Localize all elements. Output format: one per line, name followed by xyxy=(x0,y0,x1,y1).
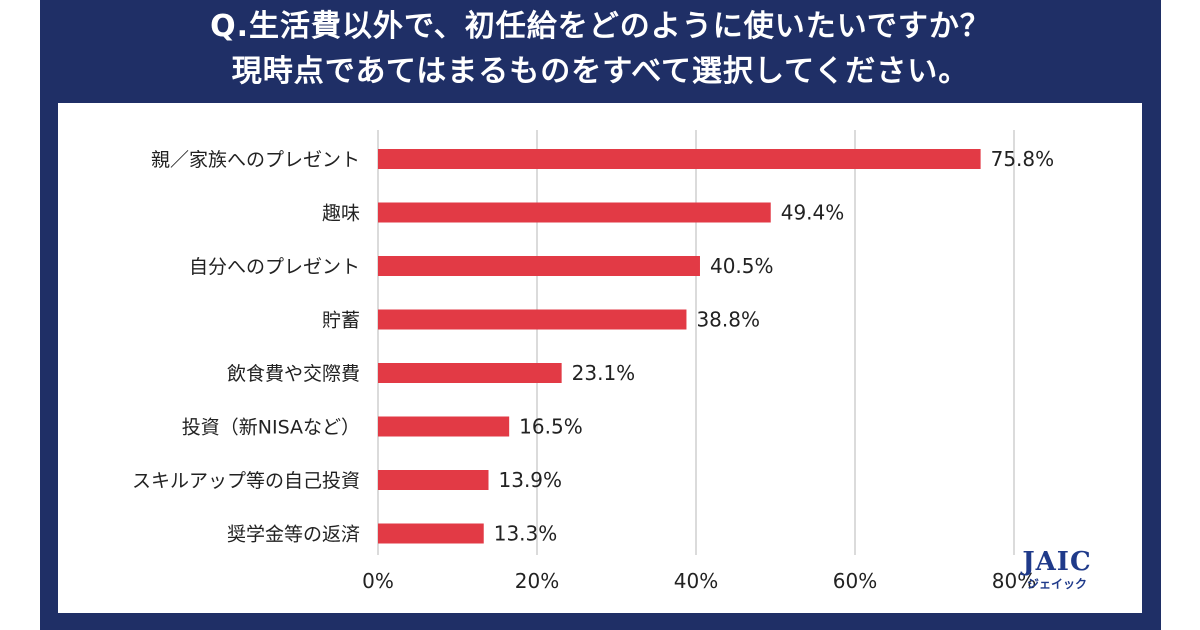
value-label: 13.3% xyxy=(494,522,558,546)
category-label: 親／家族へのプレゼント xyxy=(151,149,360,171)
bar xyxy=(378,416,510,437)
x-tick-label: 0% xyxy=(362,569,394,593)
x-tick-label: 80% xyxy=(992,569,1036,593)
title-line-1: Q.生活費以外で、初任給をどのように使いたいですか？ xyxy=(210,9,991,44)
chart-panel: 親／家族へのプレゼント 75.8% 趣味 49.4% 自分へのプレゼント 40.5% 貯蓄 3… xyxy=(58,103,1142,613)
value-label: 13.9% xyxy=(499,468,563,492)
jaic-logo: JAIC ジェイック xyxy=(1012,548,1102,604)
value-label: 49.4% xyxy=(781,201,845,225)
title-line-2: 現時点であてはまるものをすべて選択してください。 xyxy=(231,54,970,89)
logo-main-text: JAIC xyxy=(1022,547,1092,577)
category-label: スキルアップ等の自己投資 xyxy=(132,470,360,492)
category-label: 奨学金等の返済 xyxy=(227,524,360,546)
chart-frame: Q.生活費以外で、初任給をどのように使いたいですか？ 現時点であてはまるものをす… xyxy=(40,0,1161,630)
value-label: 40.5% xyxy=(710,254,774,278)
value-label: 38.8% xyxy=(696,308,760,332)
bar xyxy=(378,149,981,169)
bar xyxy=(378,470,489,490)
bar xyxy=(378,523,484,544)
category-label: 飲食費や交際費 xyxy=(227,363,360,385)
x-tick-label: 20% xyxy=(515,569,559,593)
value-label: 23.1% xyxy=(572,361,636,385)
bar xyxy=(378,363,562,383)
category-label: 貯蓄 xyxy=(322,310,360,332)
value-label: 75.8% xyxy=(991,147,1055,171)
bar-chart: 親／家族へのプレゼント 75.8% 趣味 49.4% 自分へのプレゼント 40.5% 貯蓄 3… xyxy=(132,130,1055,593)
bar xyxy=(378,202,771,223)
x-tick-label: 60% xyxy=(833,569,877,593)
category-label: 趣味 xyxy=(322,203,360,225)
value-label: 16.5% xyxy=(519,415,583,439)
chart-title: Q.生活費以外で、初任給をどのように使いたいですか？ 現時点であてはまるものをす… xyxy=(40,4,1161,94)
category-label: 投資（新NISAなど） xyxy=(182,417,360,439)
category-label: 自分へのプレゼント xyxy=(189,256,360,278)
bar xyxy=(378,256,700,276)
logo-sub-text: ジェイック xyxy=(1026,577,1087,591)
bar xyxy=(378,309,687,330)
x-tick-label: 40% xyxy=(674,569,718,593)
